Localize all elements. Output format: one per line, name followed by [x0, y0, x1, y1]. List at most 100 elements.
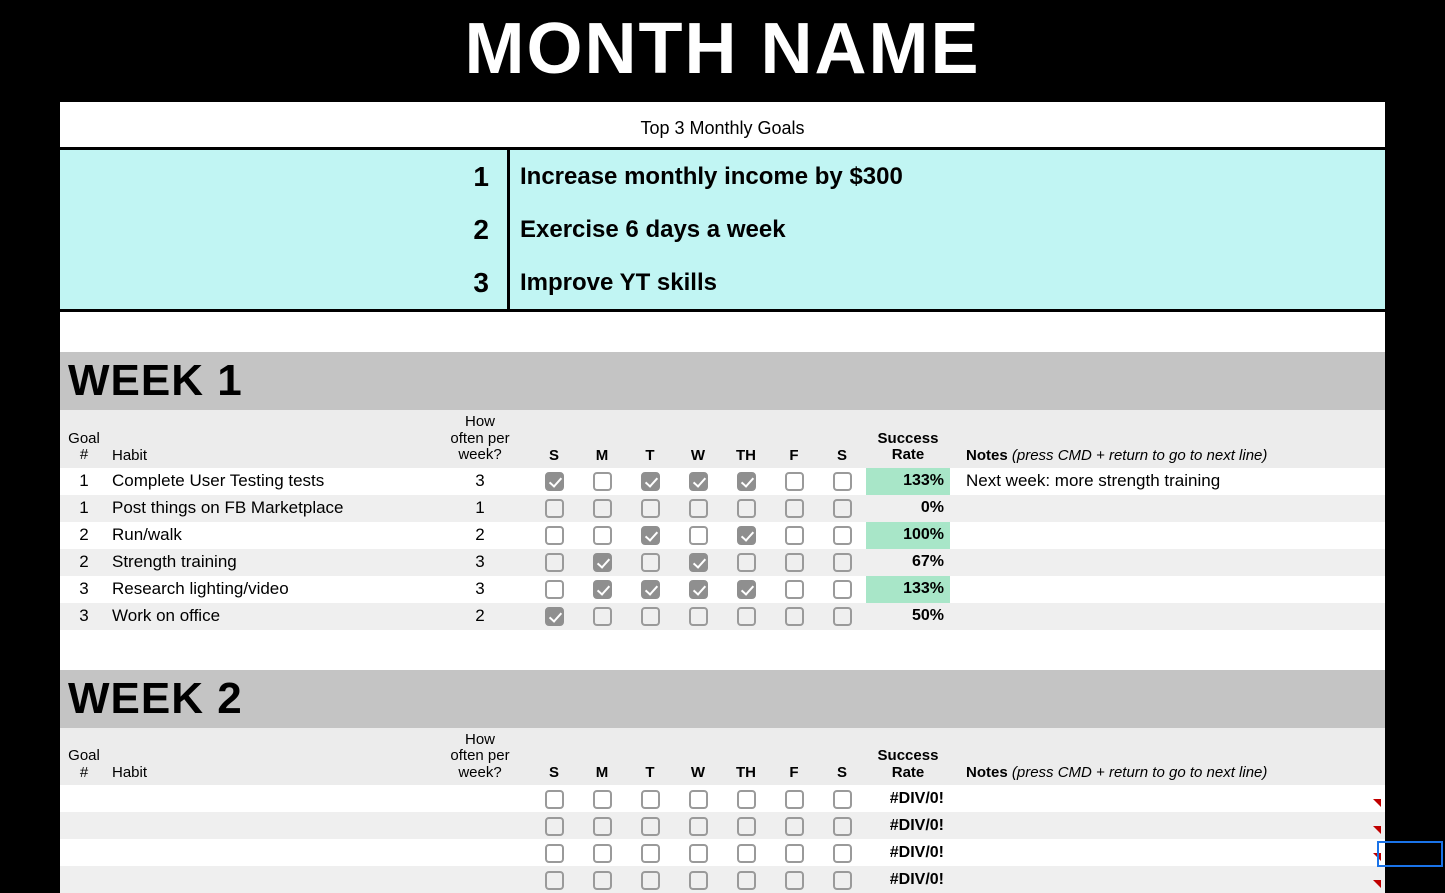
- day-checkbox[interactable]: [545, 844, 564, 863]
- day-checkbox[interactable]: [593, 472, 612, 491]
- day-checkbox[interactable]: [737, 580, 756, 599]
- day-checkbox[interactable]: [593, 871, 612, 890]
- day-checkbox[interactable]: [641, 553, 660, 572]
- day-checkbox[interactable]: [545, 526, 564, 545]
- day-checkbox[interactable]: [833, 817, 852, 836]
- day-checkbox[interactable]: [641, 607, 660, 626]
- day-checkbox[interactable]: [545, 607, 564, 626]
- cell-habit[interactable]: Research lighting/video: [108, 579, 430, 599]
- day-checkbox[interactable]: [833, 472, 852, 491]
- goal-text[interactable]: Improve YT skills: [510, 269, 717, 297]
- day-checkbox[interactable]: [833, 499, 852, 518]
- cell-habit[interactable]: Strength training: [108, 552, 430, 572]
- day-checkbox[interactable]: [641, 472, 660, 491]
- day-checkbox[interactable]: [545, 472, 564, 491]
- day-checkbox[interactable]: [785, 871, 804, 890]
- cell-frequency[interactable]: 3: [430, 552, 530, 572]
- day-checkbox[interactable]: [737, 844, 756, 863]
- day-checkbox[interactable]: [641, 871, 660, 890]
- day-checkbox[interactable]: [785, 844, 804, 863]
- day-checkbox[interactable]: [737, 871, 756, 890]
- day-checkbox[interactable]: [593, 607, 612, 626]
- goal-text[interactable]: Increase monthly income by $300: [510, 163, 903, 191]
- day-checkbox[interactable]: [689, 580, 708, 599]
- cell-success-rate: 133%: [866, 468, 950, 495]
- day-checkbox[interactable]: [689, 553, 708, 572]
- day-checkbox[interactable]: [737, 526, 756, 545]
- cell-frequency[interactable]: 3: [430, 471, 530, 491]
- habit-row: 1Complete User Testing tests3 133%Next we…: [60, 468, 1385, 495]
- day-checkbox[interactable]: [833, 607, 852, 626]
- day-checkbox[interactable]: [833, 871, 852, 890]
- day-checkbox[interactable]: [833, 844, 852, 863]
- day-checkbox[interactable]: [785, 817, 804, 836]
- error-indicator-icon: [1373, 880, 1381, 888]
- day-checkbox[interactable]: [593, 817, 612, 836]
- day-checkbox[interactable]: [641, 844, 660, 863]
- day-checkbox[interactable]: [641, 499, 660, 518]
- day-checkbox[interactable]: [785, 607, 804, 626]
- day-checkbox[interactable]: [545, 499, 564, 518]
- weeks-container: WEEK 1Goal#HabitHowoften perweek?SMTWTHF…: [60, 352, 1385, 893]
- day-checkbox[interactable]: [833, 526, 852, 545]
- day-checkbox[interactable]: [593, 580, 612, 599]
- day-checkbox[interactable]: [689, 790, 708, 809]
- day-checkbox[interactable]: [689, 499, 708, 518]
- cell-frequency[interactable]: 2: [430, 525, 530, 545]
- day-checkbox[interactable]: [545, 580, 564, 599]
- day-checkbox[interactable]: [785, 526, 804, 545]
- day-checkbox[interactable]: [785, 790, 804, 809]
- day-checkbox[interactable]: [545, 817, 564, 836]
- day-checkbox[interactable]: [689, 526, 708, 545]
- cell-goal-num[interactable]: 2: [60, 552, 108, 572]
- day-checkbox[interactable]: [785, 472, 804, 491]
- day-checkbox[interactable]: [737, 607, 756, 626]
- day-checkbox[interactable]: [833, 790, 852, 809]
- day-checkbox[interactable]: [689, 817, 708, 836]
- day-checkbox[interactable]: [641, 790, 660, 809]
- day-checkbox[interactable]: [689, 472, 708, 491]
- day-checkbox[interactable]: [833, 553, 852, 572]
- cell-goal-num[interactable]: 3: [60, 606, 108, 626]
- day-checkbox[interactable]: [785, 580, 804, 599]
- cell-goal-num[interactable]: 3: [60, 579, 108, 599]
- day-checkbox[interactable]: [737, 472, 756, 491]
- day-checkbox[interactable]: [737, 553, 756, 572]
- day-checkbox[interactable]: [641, 580, 660, 599]
- day-checkbox[interactable]: [593, 526, 612, 545]
- goal-number: 3: [60, 256, 510, 309]
- day-checkbox[interactable]: [833, 580, 852, 599]
- cell-habit[interactable]: Work on office: [108, 606, 430, 626]
- day-checkbox[interactable]: [689, 871, 708, 890]
- day-checkbox[interactable]: [593, 790, 612, 809]
- cell-goal-num[interactable]: 1: [60, 498, 108, 518]
- cell-success-rate: #DIV/0!: [866, 785, 950, 812]
- cell-habit[interactable]: Run/walk: [108, 525, 430, 545]
- day-checkbox[interactable]: [689, 607, 708, 626]
- day-checkbox[interactable]: [593, 553, 612, 572]
- day-checkbox[interactable]: [785, 499, 804, 518]
- cell-goal-num[interactable]: 2: [60, 525, 108, 545]
- cell-frequency[interactable]: 3: [430, 579, 530, 599]
- day-checkbox[interactable]: [689, 844, 708, 863]
- day-checkbox[interactable]: [545, 790, 564, 809]
- cell-frequency[interactable]: 2: [430, 606, 530, 626]
- day-checkbox[interactable]: [737, 499, 756, 518]
- goal-text[interactable]: Exercise 6 days a week: [510, 216, 786, 244]
- day-checkbox[interactable]: [545, 871, 564, 890]
- day-checkbox[interactable]: [641, 526, 660, 545]
- day-checkbox[interactable]: [785, 553, 804, 572]
- day-checkbox[interactable]: [593, 499, 612, 518]
- day-checkbox[interactable]: [641, 817, 660, 836]
- cell-frequency[interactable]: 1: [430, 498, 530, 518]
- day-checkbox[interactable]: [737, 817, 756, 836]
- day-checkbox[interactable]: [737, 790, 756, 809]
- cell-success-rate: 133%: [866, 576, 950, 603]
- cell-habit[interactable]: Complete User Testing tests: [108, 471, 430, 491]
- day-checkbox[interactable]: [593, 844, 612, 863]
- cell-notes[interactable]: Next week: more strength training: [950, 471, 1385, 491]
- cell-goal-num[interactable]: 1: [60, 471, 108, 491]
- cell-habit[interactable]: Post things on FB Marketplace: [108, 498, 430, 518]
- day-checkbox[interactable]: [545, 553, 564, 572]
- table-header-row: Goal#HabitHowoften perweek?SMTWTHFSSucce…: [60, 728, 1385, 786]
